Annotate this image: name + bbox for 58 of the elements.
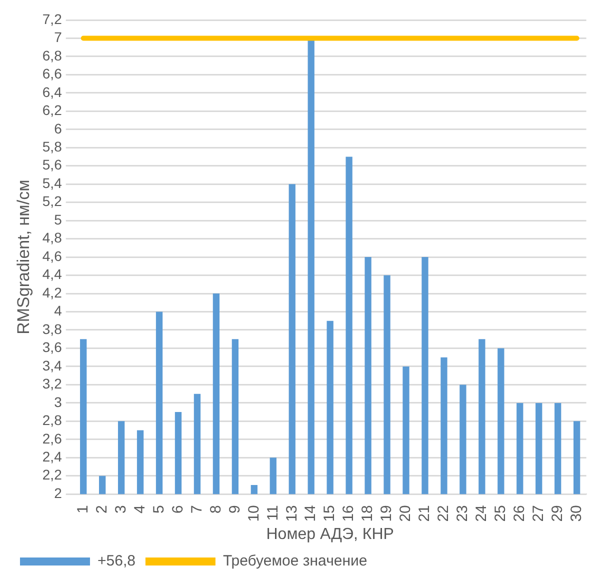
x-tick-label: 10	[245, 505, 262, 522]
y-tick-label: 6,2	[42, 102, 62, 118]
y-tick-label: 5,8	[42, 138, 62, 155]
y-tick-label: 4	[54, 302, 62, 319]
y-tick-label: 4,6	[42, 248, 62, 264]
y-tick-label: 3,8	[42, 320, 62, 337]
x-tick-label: 22	[435, 505, 452, 522]
y-tick-label: 3,2	[42, 376, 62, 392]
x-tick-label: 24	[473, 505, 490, 522]
y-tick-label: 6,6	[42, 66, 62, 82]
y-tick-label: 7	[54, 29, 62, 46]
x-tick-label: 25	[492, 505, 510, 522]
x-tick-label: 2	[93, 505, 110, 514]
x-tick-label: 8	[207, 505, 224, 514]
y-tick-label: 3,4	[42, 357, 62, 374]
x-tick-label: 5	[150, 505, 168, 514]
y-tick-label: 4,4	[42, 266, 62, 282]
x-tick-label: 16	[340, 505, 358, 522]
y-tick-label: 2,8	[42, 412, 62, 428]
legend-label: Требуемое значение	[222, 552, 368, 570]
y-tick-label: 6,4	[42, 84, 62, 100]
x-tick-label: 6	[169, 505, 186, 514]
x-tick-label: 9	[226, 505, 244, 514]
x-tick-label: 29	[548, 505, 566, 522]
y-tick-label: 5,4	[42, 174, 62, 191]
x-tick-label: 19	[378, 505, 396, 522]
y-tick-label: 7,2	[42, 10, 62, 27]
y-tick-label: 4,8	[42, 230, 62, 246]
x-tick-label: 14	[302, 505, 320, 522]
y-tick-label: 2,6	[42, 430, 62, 446]
x-tick-label: 1	[74, 505, 92, 514]
x-tick-label: 3	[112, 505, 130, 514]
x-tick-label: 4	[131, 505, 148, 514]
x-tick-label: 20	[397, 505, 414, 522]
y-tick-label: 5,6	[42, 156, 62, 173]
legend-label: +56,8	[98, 552, 136, 570]
y-tick-label: 2	[54, 484, 62, 501]
x-tick-label: 7	[188, 505, 206, 514]
x-tick-label: 15	[321, 505, 338, 522]
y-tick-label: 5,2	[42, 193, 62, 210]
x-tick-label: 13	[283, 505, 300, 522]
y-tick-label: 6,8	[42, 47, 62, 64]
x-tick-label: 21	[416, 505, 434, 522]
y-tick-label: 2,4	[42, 448, 62, 465]
x-tick-label: 26	[511, 505, 528, 522]
y-tick-label: 5	[54, 211, 62, 228]
x-tick-label: 27	[530, 505, 547, 522]
y-tick-label: 6	[54, 120, 62, 136]
y-tick-label: 3,6	[42, 339, 62, 356]
x-tick-label: 18	[359, 505, 376, 522]
y-tick-label: 3	[54, 394, 62, 410]
x-tick-label: 11	[264, 505, 282, 521]
y-tick-label: 2,2	[42, 466, 62, 483]
x-axis-title: Номер АДЭ, КНР	[266, 526, 394, 543]
x-tick-label: 23	[454, 505, 472, 522]
y-tick-label: 4,2	[42, 284, 62, 300]
x-tick-label: 30	[568, 505, 585, 522]
y-axis-title: RMSgradient, нм/см	[14, 180, 33, 334]
